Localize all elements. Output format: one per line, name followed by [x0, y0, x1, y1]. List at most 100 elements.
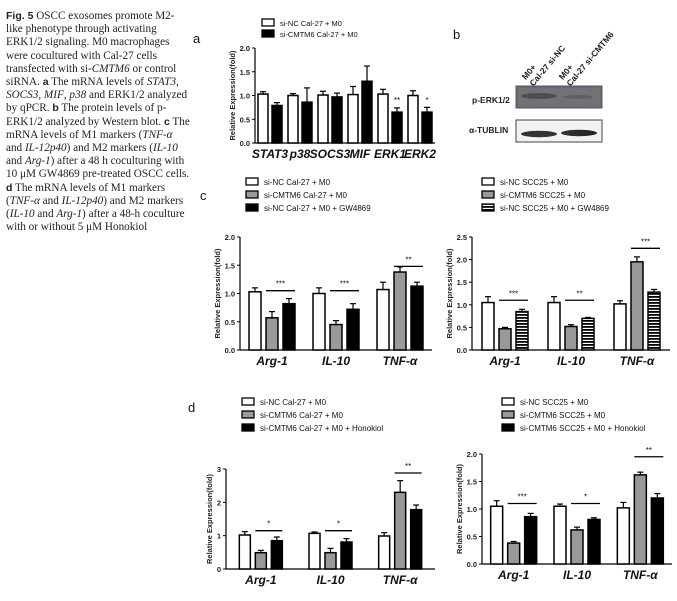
legend-swatch [481, 203, 495, 212]
figure-label: Fig. 5 [6, 10, 34, 22]
significance-mark: *** [641, 237, 650, 246]
y-axis-label: Relative Expression(fold) [213, 248, 222, 339]
bar [377, 93, 389, 144]
y-tick-label: 0.5 [240, 115, 250, 124]
x-category-label: ERK2 [404, 147, 436, 161]
y-axis-label: Relative Expression(fold) [205, 473, 214, 564]
y-axis-label: Relative Expression(fold) [228, 50, 237, 141]
significance-mark: * [267, 520, 270, 529]
legend-label: si-CMTM6 Cal-27 + M0 [264, 191, 347, 200]
x-category-label: TNF-α [383, 354, 418, 368]
bar [421, 111, 433, 144]
legend-label: si-NC SCC25 + M0 [500, 178, 569, 187]
y-axis-label: Relative Expression(fold) [455, 463, 464, 554]
x-category-label: Arg-1 [488, 354, 521, 368]
legend-label: si-NC Cal-27 + M0 + GW4869 [264, 204, 371, 213]
caption-fragment: Arg-1 [56, 208, 83, 221]
y-tick-label: 1.5 [240, 68, 250, 77]
bar [287, 94, 299, 144]
legend-swatch [481, 190, 495, 199]
significance-mark: *** [509, 289, 518, 298]
caption-fragment: and ERK1/2 analyzed by qPCR. [6, 89, 188, 115]
significance-mark: *** [276, 280, 285, 289]
bar [238, 534, 252, 570]
x-category-label: Arg-1 [255, 354, 288, 368]
blot-row-label-tubulin: α-TUBLIN [469, 125, 509, 135]
bar [324, 551, 337, 570]
y-tick-label: 0.5 [467, 533, 477, 542]
y-tick-label: 0.0 [225, 346, 235, 355]
significance-mark: *** [517, 493, 526, 502]
legend-label: si-NC SCC25 + M0 + GW4869 [500, 204, 609, 213]
y-tick-label: 0.5 [225, 318, 235, 327]
bar [630, 261, 644, 351]
bar [308, 532, 321, 570]
x-category-label: SOCS3 [310, 147, 351, 161]
bar [647, 291, 661, 351]
bar [547, 301, 561, 351]
significance-mark: ** [394, 96, 400, 105]
figure-caption: Fig. 5 OSCC exosomes promote M2-like phe… [6, 10, 191, 234]
x-category-label: ERK1 [374, 147, 406, 161]
lane-label-2: M0+ Cal-27 si-CMTM6 [557, 23, 616, 88]
legend-swatch [261, 18, 275, 27]
significance-mark: ** [646, 446, 652, 455]
caption-fragment: ) after a 48 h coculturing with 10 μM GW… [6, 155, 190, 181]
y-tick-label: 0.0 [467, 560, 477, 569]
bar [409, 508, 423, 570]
y-tick-label: 1.0 [225, 290, 235, 299]
perk-background [518, 88, 600, 106]
blot-row-label-perk: p-ERK1/2 [472, 95, 510, 105]
caption-fragment: The mRNA levels of [48, 76, 147, 89]
caption-fragment: a [42, 76, 49, 89]
y-tick-label: 0 [217, 565, 221, 574]
x-category-label: TNF-α [383, 573, 418, 587]
legend-label: si-CMTM6 Cal-27 + M0 [280, 30, 358, 39]
x-category-label: Arg-1 [244, 573, 277, 587]
blot-image [515, 85, 603, 143]
legend-label: si-CMTM6 Cal-27 + M0 + Honokiol [260, 424, 383, 433]
significance-mark: * [337, 520, 340, 529]
caption-fragment: ) and M2 markers ( [6, 194, 184, 221]
chart-a: si-NC Cal-27 + M0 si-CMTM6 Cal-27 + M0 0.0… [228, 18, 436, 161]
y-tick-label: 3 [217, 465, 221, 474]
bar [257, 93, 269, 144]
y-tick-label: 2.0 [240, 44, 250, 53]
bar [393, 491, 407, 570]
significance-mark: ** [405, 462, 411, 471]
significance-mark: * [425, 96, 428, 105]
legend-swatch [241, 397, 255, 406]
bar [317, 94, 329, 144]
lane-label-1: M0+ Cal-27 si-NC [520, 37, 568, 88]
y-tick-label: 2.0 [225, 233, 235, 242]
bar [282, 302, 296, 351]
caption-fragment: MIF [43, 89, 64, 102]
caption-fragment: STAT3 [146, 76, 177, 89]
chart-c-right: si-NC SCC25 + M0 si-CMTM6 SCC25 + M0 si-NC… [445, 177, 670, 368]
bar [347, 93, 359, 144]
legend-label: si-CMTM6 Cal-27 + M0 [260, 411, 343, 420]
caption-fragment: The mRNA levels of M1 markers ( [6, 181, 166, 207]
y-tick-label: 0.0 [457, 346, 467, 355]
bar [271, 104, 283, 144]
caption-fragment: , [176, 76, 179, 89]
x-category-label: MIF [350, 147, 371, 161]
bar [361, 80, 373, 144]
y-tick-label: 1.0 [467, 505, 477, 514]
legend-swatch [501, 410, 515, 419]
caption-fragment: IL-10 [9, 208, 35, 221]
legend-label: si-NC Cal-27 + M0 [280, 19, 342, 28]
legend-swatch [481, 177, 495, 186]
bar [407, 94, 419, 144]
x-category-label: IL-10 [557, 354, 585, 368]
caption-fragment: and [39, 194, 62, 207]
panel-label-b: b [453, 27, 461, 42]
caption-fragment: or control siRNA. [6, 62, 177, 89]
bar [616, 507, 631, 565]
caption-fragment: , [38, 89, 44, 102]
y-tick-label: 1.5 [457, 278, 467, 287]
caption-fragment: CMTM6 [91, 62, 130, 75]
bar [506, 542, 521, 565]
y-axis-label: Relative Expression(fold) [445, 248, 454, 339]
perk-band-2 [563, 95, 593, 99]
